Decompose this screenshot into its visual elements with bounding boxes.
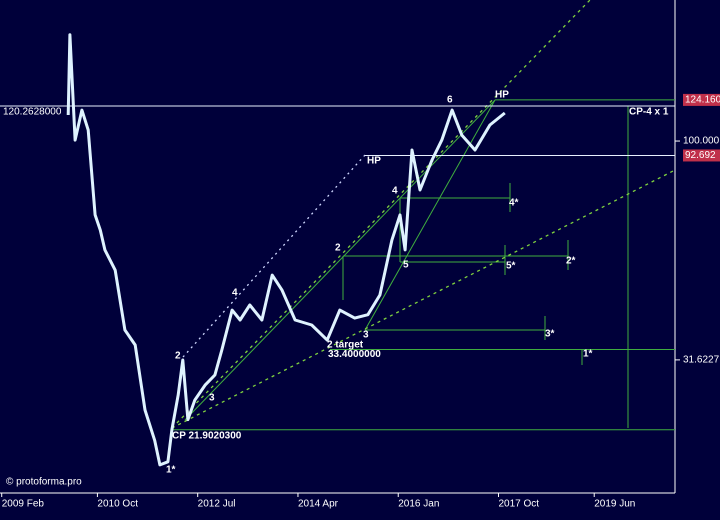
wave-label: 1* xyxy=(166,465,176,476)
wave-label: 3* xyxy=(545,329,555,340)
wave-label: 3 xyxy=(209,393,215,404)
x-tick-label: 2016 Jan xyxy=(398,499,439,510)
wave-label: HP xyxy=(495,90,509,101)
y-tick-label: 31.6227 xyxy=(683,355,720,366)
x-tick-label: 2010 Oct xyxy=(97,499,138,510)
price-line xyxy=(66,33,506,467)
wave-label: 2 xyxy=(335,243,341,254)
y-tick-label: 100.000 xyxy=(683,136,720,147)
x-tick-label: 2017 Oct xyxy=(499,499,540,510)
wave-label: 2* xyxy=(566,256,576,267)
wave-label: 4* xyxy=(509,198,519,209)
credit: © protoforma.pro xyxy=(6,477,82,488)
structure-lines xyxy=(0,0,676,494)
x-tick-label: 2014 Apr xyxy=(298,499,339,510)
x-tick-label: 2019 Jun xyxy=(594,499,635,510)
x-tick-label: 2012 Jul xyxy=(198,499,236,510)
level-label-bg xyxy=(683,149,720,162)
level-label-bg xyxy=(683,93,720,106)
level-label: 92.692 xyxy=(685,150,716,161)
wave-label: 6 xyxy=(447,95,453,106)
wave-label: 4 xyxy=(392,186,398,197)
level-label: CP 21.9020300 xyxy=(172,430,242,441)
level-label: 120.2628000 xyxy=(3,107,62,118)
wave-label: CP-4 x 1 xyxy=(629,107,669,118)
wave-label: 5* xyxy=(506,261,516,272)
wave-label: HP xyxy=(367,156,381,167)
wave-label: 4 xyxy=(232,288,238,299)
level-label: 33.4000000 xyxy=(328,349,381,360)
level-label: 124.160 xyxy=(685,95,720,106)
wave-label: 3 xyxy=(363,330,369,341)
wave-label: 2 target xyxy=(327,340,364,351)
wave-label: 2 xyxy=(175,351,181,362)
wave-label: 1* xyxy=(583,349,593,360)
wave-label: 5 xyxy=(403,260,409,271)
x-tick-label: 2009 Feb xyxy=(2,499,45,510)
